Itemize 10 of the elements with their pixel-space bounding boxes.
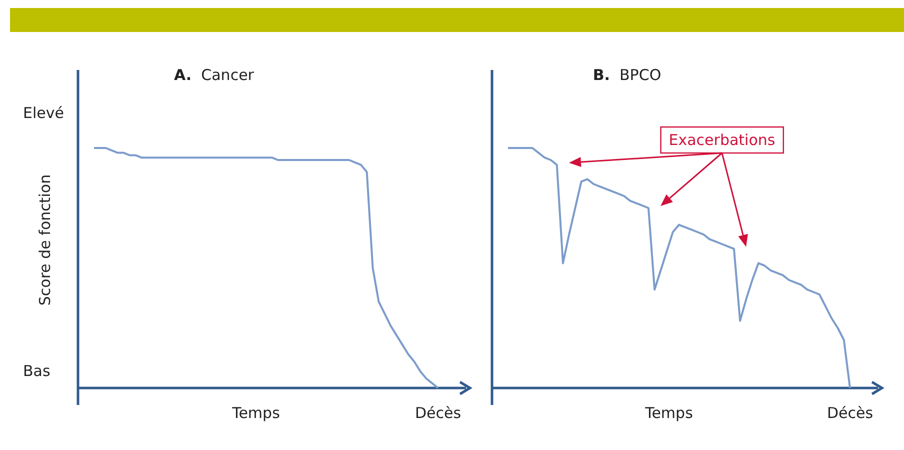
x-axis-title: Temps bbox=[644, 404, 694, 422]
chart-title: B. BPCO bbox=[592, 66, 662, 84]
text: Elevé bbox=[23, 104, 64, 122]
chart-title: A. Cancer bbox=[174, 66, 255, 84]
y-axis-title: Score de fonction bbox=[36, 174, 54, 306]
x-axis-title: Temps bbox=[231, 404, 280, 422]
annotation: Exacerbations bbox=[668, 131, 776, 149]
text: Décès bbox=[414, 404, 462, 422]
text: Bas bbox=[23, 362, 50, 380]
text: Décès bbox=[826, 404, 874, 422]
